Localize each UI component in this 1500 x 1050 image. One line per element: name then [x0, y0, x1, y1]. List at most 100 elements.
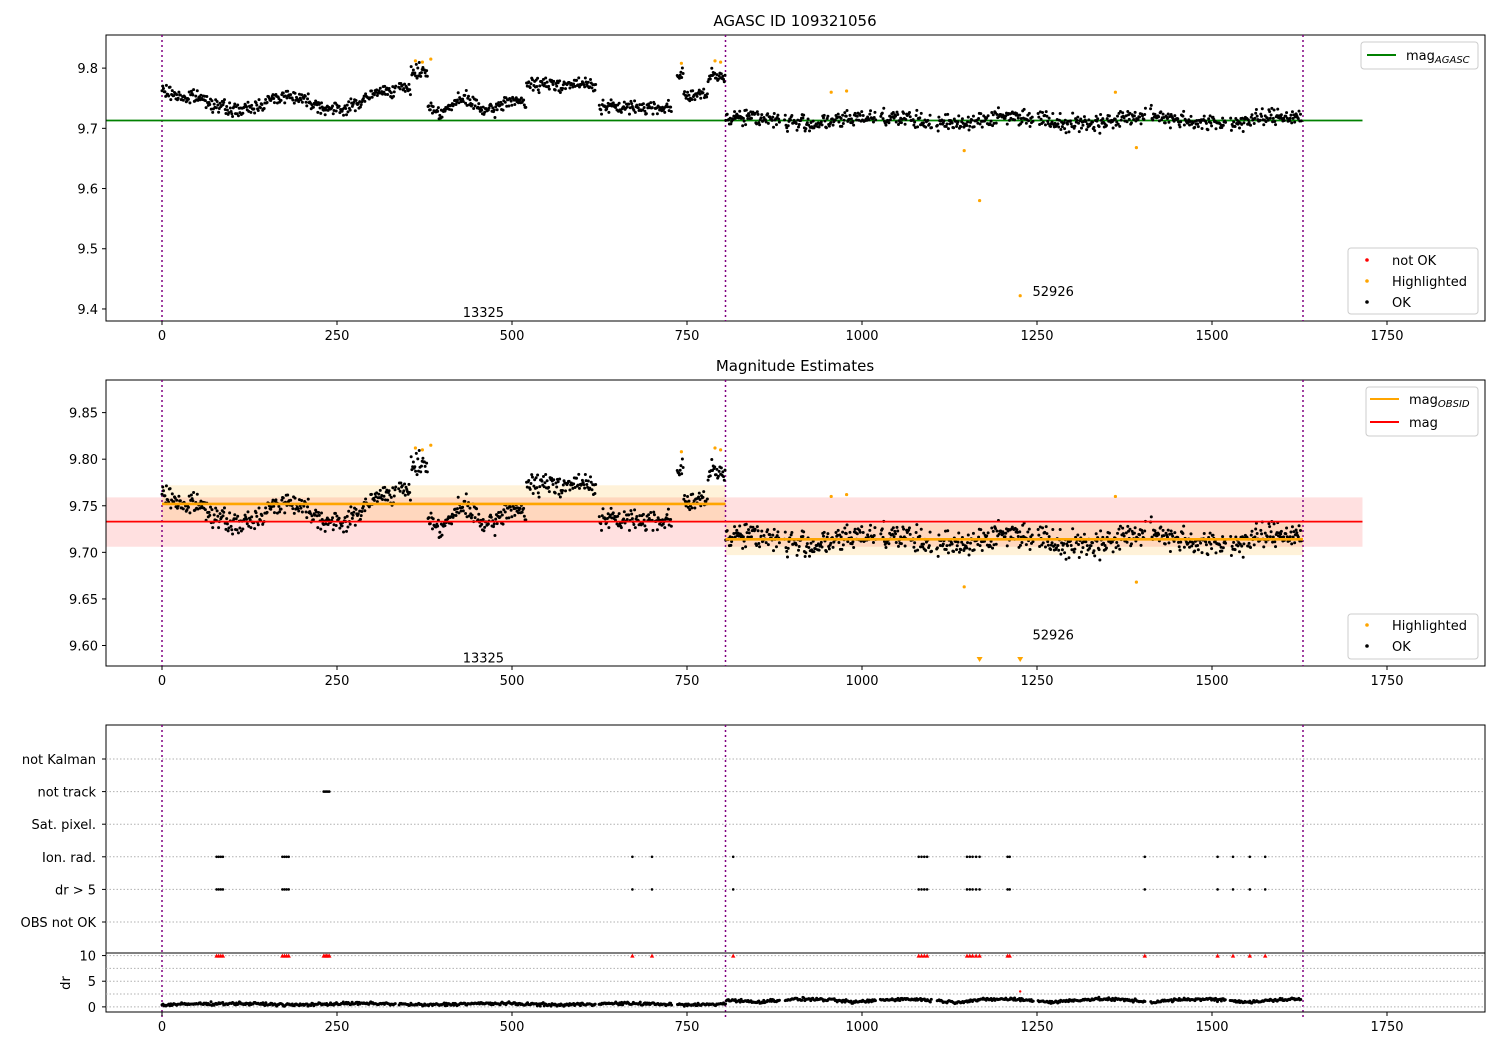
ok-point — [697, 491, 701, 495]
ok-point — [1115, 541, 1119, 545]
ok-point — [466, 94, 470, 98]
ok-point — [393, 488, 397, 492]
ok-point — [1206, 553, 1210, 557]
ok-point — [817, 548, 821, 552]
flag-event-point — [1231, 855, 1235, 859]
ok-point — [358, 105, 362, 109]
ok-point — [473, 516, 477, 520]
dr-point — [777, 998, 781, 1002]
ok-point — [483, 110, 487, 114]
ok-point — [1153, 529, 1157, 533]
highlighted-point — [1113, 494, 1117, 499]
ok-point — [278, 510, 282, 514]
highlighted-point — [1018, 294, 1022, 298]
dr-capped-marker — [286, 953, 291, 958]
ok-point — [690, 98, 694, 102]
ok-point — [1139, 543, 1143, 547]
ok-point — [665, 102, 669, 106]
ok-point — [1191, 121, 1195, 125]
ok-point — [573, 485, 577, 489]
ok-point — [837, 540, 841, 544]
ok-point — [1292, 530, 1296, 534]
ok-point — [777, 541, 781, 545]
ok-point — [164, 83, 168, 87]
ok-point — [469, 516, 473, 520]
ok-point — [253, 527, 257, 531]
ok-point — [1279, 532, 1283, 536]
ok-point — [861, 114, 865, 118]
ok-point — [1262, 123, 1266, 127]
ok-point — [1026, 530, 1030, 534]
ok-point — [382, 494, 386, 498]
ok-point — [967, 128, 971, 132]
ok-point — [545, 80, 549, 84]
ok-point — [547, 490, 551, 494]
ok-point — [1030, 115, 1034, 119]
highlighted-point — [829, 90, 833, 94]
ok-point — [1241, 129, 1245, 133]
highlighted-point — [413, 59, 417, 63]
ok-point — [959, 548, 963, 552]
ok-point — [319, 101, 323, 105]
ok-point — [824, 549, 828, 553]
ok-point — [552, 79, 556, 83]
ok-point — [1179, 120, 1183, 124]
ok-point — [1233, 548, 1237, 552]
ok-point — [245, 522, 249, 526]
ok-point — [666, 98, 670, 102]
ok-point — [954, 119, 958, 123]
ok-point — [1166, 112, 1170, 116]
ok-point — [1093, 554, 1097, 558]
ok-point — [686, 494, 690, 498]
dr-point — [221, 1000, 225, 1004]
ok-point — [1095, 119, 1099, 123]
ok-point — [372, 498, 376, 502]
ok-point — [610, 104, 614, 108]
flag-event-point — [281, 888, 284, 891]
ok-point — [169, 98, 173, 102]
flag-event-point — [328, 790, 331, 793]
ok-point — [232, 105, 236, 109]
ok-point — [540, 80, 544, 84]
ok-point — [946, 529, 950, 533]
ok-point — [924, 549, 928, 553]
ok-point — [1028, 124, 1032, 128]
ok-point — [360, 509, 364, 513]
ok-point — [1208, 114, 1212, 118]
ok-point — [510, 515, 514, 519]
ok-point — [808, 129, 812, 133]
ok-point — [644, 112, 648, 116]
ok-point — [710, 66, 714, 70]
ok-point — [281, 496, 285, 500]
ok-point — [1252, 122, 1256, 126]
ok-point — [1139, 122, 1143, 126]
ok-point — [753, 527, 757, 531]
ok-point — [1085, 122, 1089, 126]
ok-point — [896, 113, 900, 117]
ok-point — [1051, 527, 1055, 531]
ok-point — [356, 512, 360, 516]
ok-point — [938, 543, 942, 547]
ok-point — [589, 475, 593, 479]
flag-event-point — [1008, 888, 1011, 891]
ok-point — [195, 89, 199, 93]
ok-point — [522, 506, 526, 510]
ok-point — [552, 478, 556, 482]
ok-point — [305, 104, 309, 108]
ok-point — [257, 506, 261, 510]
ok-point — [1178, 548, 1182, 552]
ok-point — [178, 499, 182, 503]
ok-point — [503, 510, 507, 514]
ok-point — [199, 499, 203, 503]
flag-event-point — [1263, 888, 1267, 891]
ok-point — [600, 528, 604, 532]
ok-point — [417, 448, 421, 452]
ok-point — [225, 517, 229, 521]
ok-point — [751, 525, 755, 529]
ok-point — [391, 85, 395, 89]
ok-point — [1210, 547, 1214, 551]
ok-point — [1082, 540, 1086, 544]
ok-point — [764, 541, 768, 545]
ok-point — [222, 100, 226, 104]
ok-point — [468, 98, 472, 102]
